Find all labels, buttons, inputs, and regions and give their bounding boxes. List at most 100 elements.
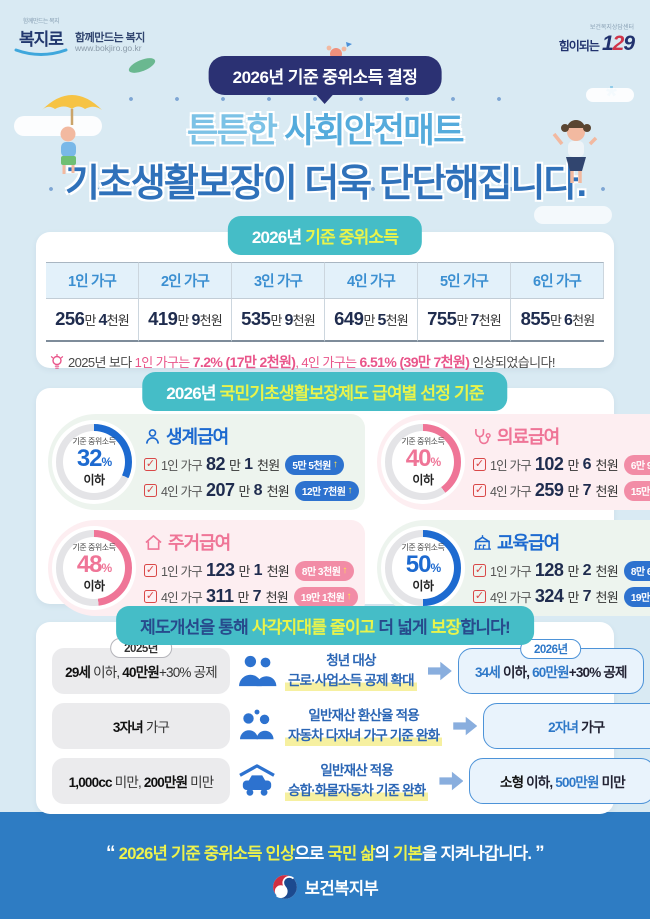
open-quote-icon: “ bbox=[106, 843, 115, 864]
right-arrow-icon bbox=[453, 716, 478, 736]
house-icon bbox=[145, 534, 162, 550]
increase-badge: 8만 3천원 ↑ bbox=[294, 560, 354, 581]
improvement-row-youth: 2025년 29세 이하, 40만원+30% 공제 청년 대상 근로·사업소득 … bbox=[52, 638, 644, 694]
bokjiro-swoosh-icon bbox=[14, 48, 68, 56]
benefit-row: ✓ 1인 가구 82 만 1 천원 5만 5천원 ↑ bbox=[144, 454, 359, 475]
median-income-table: 1인 가구 2인 가구 3인 가구 4인 가구 5인 가구 6인 가구 256만… bbox=[46, 262, 604, 342]
benefit-criteria-card: 2026년 국민기초생활보장제도 급여별 선정 기준 기준 중위소득 32% 이… bbox=[36, 372, 650, 616]
up-arrow-icon: ↑ bbox=[342, 565, 347, 576]
footer-quote: “ 2026년 기준 중위소득 인상으로 국민 삶의 기본을 지켜나갑니다. ” bbox=[106, 843, 545, 864]
school-icon bbox=[473, 534, 491, 550]
stethoscope-icon bbox=[475, 428, 491, 444]
checkbox-icon: ✓ bbox=[144, 564, 157, 577]
checkbox-icon: ✓ bbox=[472, 458, 486, 471]
increase-badge: 5만 5천원 ↑ bbox=[285, 454, 345, 475]
benefit-card-livelihood: 기준 중위소득 32% 이하 생계급여 ✓ 1인 가구 82 만 1 천원 5만 5천원… bbox=[48, 414, 365, 510]
call-129-logo: 보건복지상담센터 힘이되는 129 bbox=[558, 22, 635, 56]
checkbox-icon: ✓ bbox=[472, 564, 486, 577]
table-header: 1인 가구 bbox=[46, 262, 139, 299]
donut-chart-education: 기준 중위소득 50% 이하 bbox=[380, 526, 465, 610]
table-value: 855만 6천원 bbox=[511, 299, 604, 342]
footer-band: “ 2026년 기준 중위소득 인상으로 국민 삶의 기본을 지켜나갑니다. ”… bbox=[0, 812, 650, 919]
mohw-emblem-icon bbox=[272, 875, 297, 899]
call-129-number: 129 bbox=[601, 32, 635, 55]
table-value: 755만 7천원 bbox=[418, 299, 511, 342]
table-header: 6인 가구 bbox=[511, 262, 604, 299]
table-value: 256만 4천원 bbox=[46, 299, 139, 342]
right-arrow-icon bbox=[427, 661, 452, 681]
improvement-section-title: 제도개선을 통해 사각지대를 줄이고 더 넓게 보장합니다! bbox=[116, 606, 534, 645]
bokjiro-tagline: 함께만드는 복지 bbox=[75, 31, 145, 44]
benefit-row: ✓ 4인 가구 311 만 7 천원 19만 1천원 ↑ bbox=[144, 586, 358, 607]
table-value: 649만 5천원 bbox=[325, 299, 418, 342]
bokjiro-url: www.bokjiro.go.kr bbox=[75, 43, 142, 54]
table-value: 535만 9천원 bbox=[232, 299, 325, 342]
bokjiro-tagline-small: 함께만드는 복지 bbox=[22, 19, 60, 25]
donut-chart-livelihood: 기준 중위소득 32% 이하 bbox=[52, 420, 136, 504]
increase-note: 2025년 보다 1인 가구는 7.2% (17만 2천원), 4인 가구는 6… bbox=[50, 352, 602, 372]
ministry-logo: 보건복지부 bbox=[0, 874, 650, 900]
donut-chart-housing: 기준 중위소득 48% 이하 bbox=[52, 526, 136, 610]
improvement-description: 근로·사업소득 공제 확대 bbox=[285, 671, 417, 691]
leaf-decoration bbox=[126, 55, 158, 76]
improvement-row-children: 3자녀 가구 일반재산 환산율 적용 자동차 다자녀 가구 기준 완화 2자녀 … bbox=[52, 703, 650, 749]
checkbox-icon: ✓ bbox=[472, 484, 486, 497]
donut-chart-medical: 기준 중위소득 40% 이하 bbox=[380, 420, 465, 504]
benefit-criteria-section-title: 2026년 국민기초생활보장제도 급여별 선정 기준 bbox=[142, 372, 508, 411]
main-title-line1: 튼튼한 사회안전매트 bbox=[187, 112, 464, 150]
after-box: 소형 이하, 500만원 미만 bbox=[469, 758, 650, 804]
cloud-decoration bbox=[534, 206, 612, 224]
cloud-decoration bbox=[14, 116, 102, 136]
benefit-grid: 기준 중위소득 32% 이하 생계급여 ✓ 1인 가구 82 만 1 천원 5만 5천원… bbox=[36, 388, 650, 628]
table-value: 419만 9천원 bbox=[139, 299, 232, 342]
increase-badge: 12만 7천원 ↑ bbox=[294, 480, 359, 501]
improvement-description: 승합·화물자동차 기준 완화 bbox=[285, 781, 429, 801]
improvement-row-vehicle: 1,000cc 미만, 200만원 미만 일반재산 적용 승합·화물자동차 기준… bbox=[52, 758, 650, 804]
close-quote-icon: ” bbox=[535, 843, 544, 864]
increase-badge: 15만 9천원↑ bbox=[623, 480, 650, 501]
bokjiro-logo: 함께만드는 복지 복지로 함께만드는 복지 www.bokjiro.go.kr bbox=[14, 16, 145, 57]
up-arrow-icon: ↑ bbox=[346, 591, 351, 602]
car-icon bbox=[236, 764, 278, 798]
main-title-line2: 기초생활보장이 더욱 단단해집니다. bbox=[64, 163, 587, 205]
cloud-decoration bbox=[586, 88, 634, 102]
umbrella-person-decoration bbox=[42, 95, 102, 174]
bokjiro-wordmark: 복지로 bbox=[19, 30, 64, 49]
dots-decoration bbox=[28, 187, 624, 191]
table-header: 2인 가구 bbox=[139, 262, 232, 299]
improvement-subject: 일반재산 적용 bbox=[320, 763, 394, 779]
people-icon bbox=[236, 654, 278, 688]
checkbox-icon: ✓ bbox=[144, 458, 157, 471]
improvement-subject: 청년 대상 bbox=[326, 653, 376, 669]
checkbox-icon: ✓ bbox=[144, 590, 157, 603]
increase-badge: 19만 8천원↑ bbox=[623, 586, 650, 607]
before-box: 2025년 29세 이하, 40만원+30% 공제 bbox=[52, 638, 230, 694]
up-arrow-icon: ↑ bbox=[332, 459, 338, 470]
median-income-card: 2026년 기준 중위소득 1인 가구 2인 가구 3인 가구 4인 가구 5인… bbox=[36, 216, 614, 370]
median-income-section-title: 2026년 기준 중위소득 bbox=[227, 216, 423, 255]
jumping-child-decoration bbox=[552, 119, 598, 183]
increase-badge: 19만 1천원 ↑ bbox=[293, 586, 358, 607]
up-arrow-icon: ↑ bbox=[347, 485, 352, 496]
improvement-card: 제도개선을 통해 사각지대를 줄이고 더 넓게 보장합니다! 2025년 29세… bbox=[36, 606, 650, 814]
table-header: 5인 가구 bbox=[418, 262, 511, 299]
children-icon bbox=[236, 709, 278, 743]
call-129-text: 힘이되는 bbox=[558, 39, 600, 53]
ministry-name: 보건복지부 bbox=[304, 880, 379, 898]
before-box: 1,000cc 미만, 200만원 미만 bbox=[52, 758, 230, 804]
increase-badge: 6만 9천원↑ bbox=[623, 454, 650, 475]
improvement-description: 자동차 다자녀 가구 기준 완화 bbox=[285, 726, 443, 746]
increase-badge: 8만 6천원↑ bbox=[623, 560, 650, 581]
checkbox-icon: ✓ bbox=[144, 484, 157, 497]
checkbox-icon: ✓ bbox=[472, 590, 486, 603]
year-tag-2026: 2026년 bbox=[519, 639, 582, 659]
before-box: 3자녀 가구 bbox=[52, 703, 230, 749]
table-header: 4인 가구 bbox=[325, 262, 418, 299]
right-arrow-icon bbox=[439, 771, 464, 791]
after-box: 2자녀 가구 bbox=[483, 703, 650, 749]
improvement-subject: 일반재산 환산율 적용 bbox=[308, 708, 419, 724]
